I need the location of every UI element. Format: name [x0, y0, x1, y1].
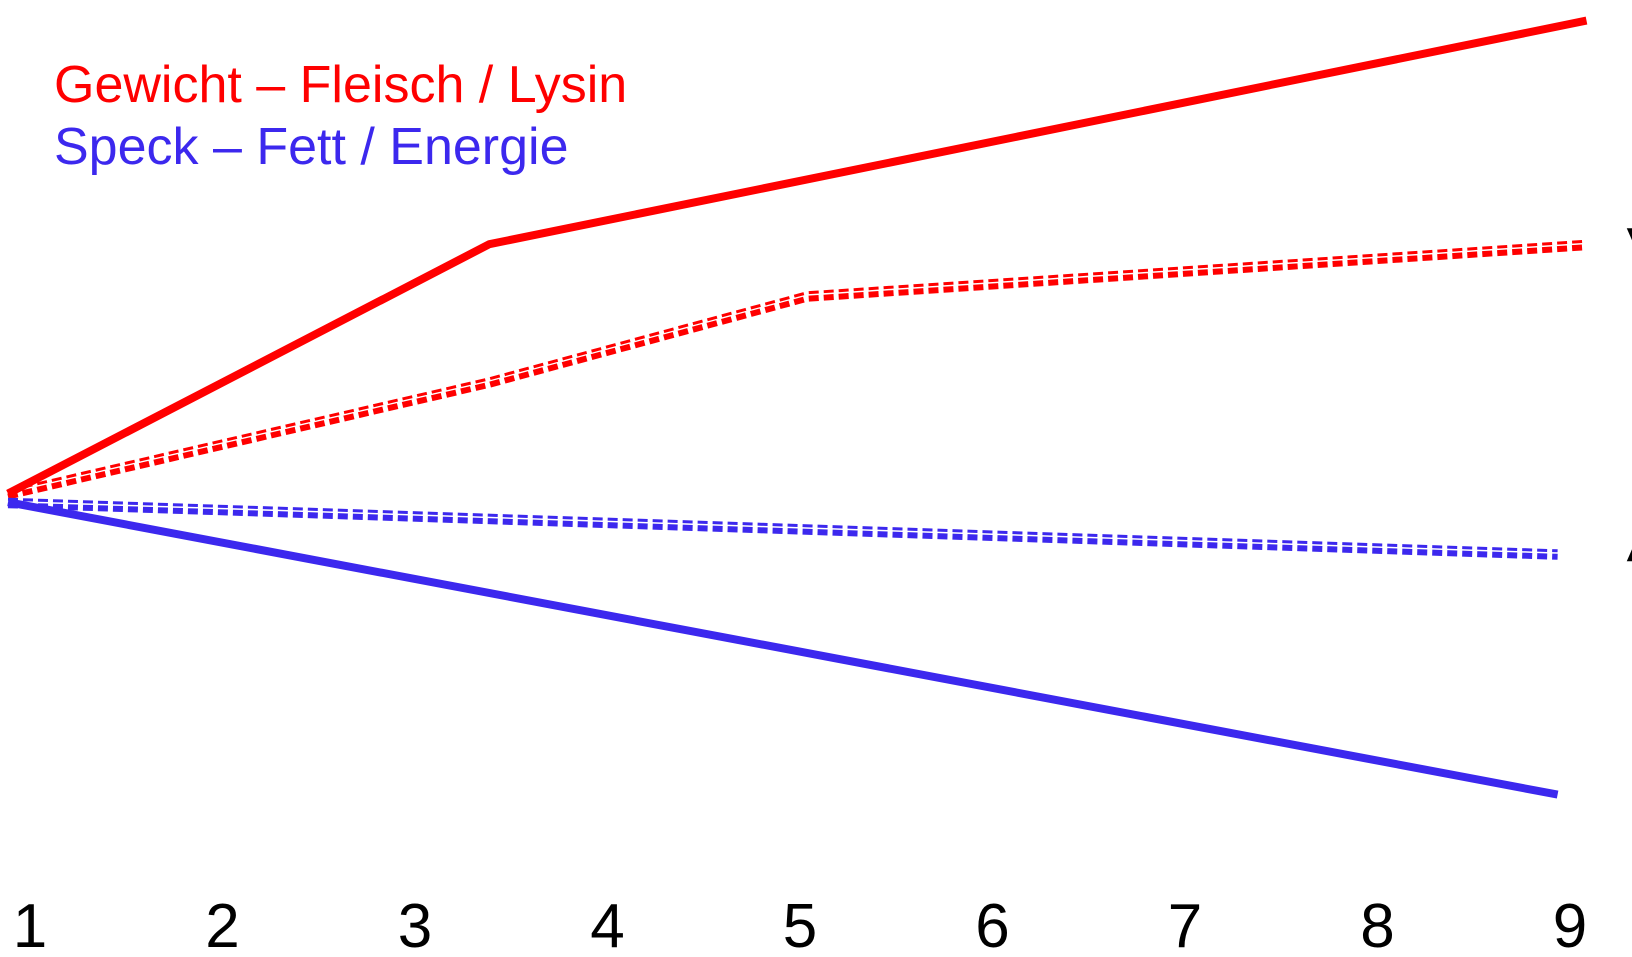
series-line-4-stroke — [7, 498, 1559, 799]
arrow-layer — [1626, 228, 1632, 562]
legend-entry-speck: Speck – Fett / Energie — [54, 118, 569, 176]
series-layer — [6, 16, 1588, 799]
arrow-head — [1626, 228, 1632, 241]
series-line-1-stroke — [6, 16, 1588, 498]
series-line-3-stroke-1 — [7, 497, 1558, 553]
x-tick-label: 6 — [975, 892, 1009, 957]
x-tick-label: 5 — [783, 892, 817, 957]
series-line-3-stroke-2 — [7, 502, 1558, 560]
x-tick-label: 7 — [1168, 892, 1202, 957]
x-tick-label: 2 — [205, 892, 239, 957]
series-line-2 — [7, 239, 1587, 500]
x-tick-label: 9 — [1553, 892, 1587, 957]
legend: Gewicht – Fleisch / Lysin Speck – Fett /… — [54, 56, 627, 176]
series-line-3 — [7, 497, 1558, 560]
x-tick-label: 3 — [398, 892, 432, 957]
legend-entry-gewicht: Gewicht – Fleisch / Lysin — [54, 56, 627, 114]
series-line-2-stroke-2 — [7, 244, 1587, 500]
x-tick-label: 1 — [13, 892, 47, 957]
x-tick-label: 4 — [590, 892, 624, 957]
x-axis-ticks: 1 2 3 4 5 6 7 8 9 — [13, 892, 1587, 957]
series-line-4 — [7, 498, 1559, 799]
series-line-1 — [6, 16, 1588, 498]
series-line-2-stroke-1 — [7, 239, 1587, 493]
arrow-down — [1626, 228, 1632, 241]
arrow-head — [1626, 549, 1632, 562]
x-tick-label: 8 — [1360, 892, 1394, 957]
arrow-up — [1626, 549, 1632, 562]
